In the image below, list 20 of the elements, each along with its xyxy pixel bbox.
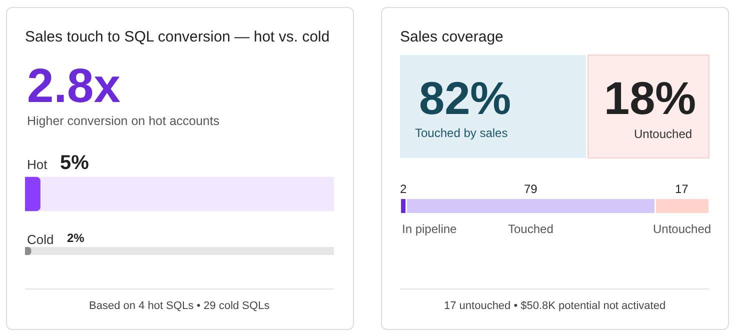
data-label: 79 [524, 182, 538, 196]
data-label: 17 [675, 182, 689, 196]
series-label: In pipeline [402, 222, 458, 236]
chart-title: Sales coverage [400, 28, 504, 46]
text: Touched by sales [415, 126, 508, 140]
data-label: 2% [67, 231, 85, 245]
text: 82% [419, 72, 512, 124]
text: Based on 4 hot SQLs • 29 cold SQLs [89, 300, 270, 312]
y-tick-label: Cold [27, 232, 54, 247]
text: 2.8x [27, 60, 121, 113]
data-label: 2 [400, 182, 407, 196]
chart-title: Sales touch to SQL conversion — hot vs. cold [25, 28, 330, 46]
series-label: Untouched [653, 222, 712, 236]
text: 18% [604, 72, 696, 124]
text: 17 untouched • $50.8K potential not activated [444, 300, 666, 312]
annotation: Higher conversion on hot accounts [27, 114, 220, 128]
text: Untouched [634, 127, 692, 141]
series-label: Touched [508, 222, 554, 236]
data-label: 5% [60, 152, 90, 174]
y-tick-label: Hot [27, 157, 48, 172]
